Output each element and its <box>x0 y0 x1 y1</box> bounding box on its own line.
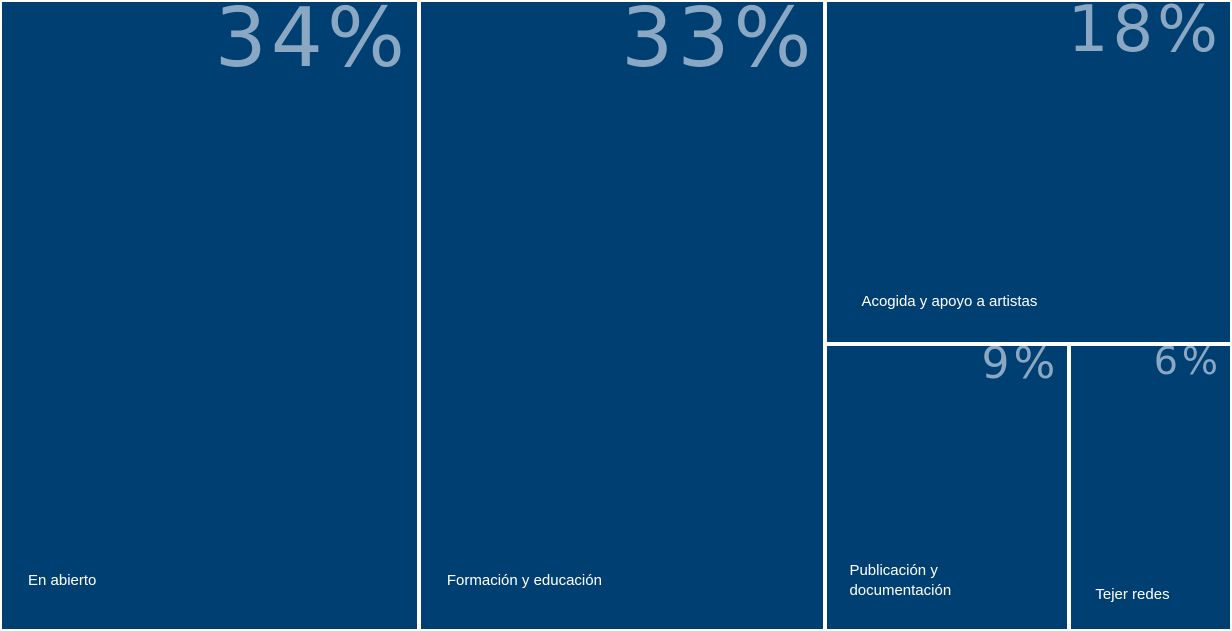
tile-percentage: 33% <box>621 2 816 86</box>
tile-en-abierto: 34% En abierto <box>2 2 417 629</box>
tile-percentage: 9% <box>981 346 1060 390</box>
tile-label: Tejer redes <box>1095 585 1170 603</box>
tile-label: En abierto <box>28 572 97 589</box>
tile-acogida-y-apoyo: 18% Acogida y apoyo a artistas <box>827 2 1230 343</box>
tile-percentage: 6% <box>1153 346 1222 384</box>
tile-label: Publicación y documentación <box>849 561 952 599</box>
tile-label: Formación y educación <box>446 572 602 589</box>
tile-publicacion-y-documentacion: 9% Publicación y documentación <box>827 346 1068 629</box>
tile-formacion-y-educacion: 33% Formación y educación <box>420 2 824 629</box>
tile-tejer-redes: 6% Tejer redes <box>1071 346 1230 629</box>
tile-percentage: 34% <box>214 2 409 86</box>
tile-percentage: 18% <box>1067 2 1222 67</box>
tile-label: Acogida y apoyo a artistas <box>861 293 1038 311</box>
